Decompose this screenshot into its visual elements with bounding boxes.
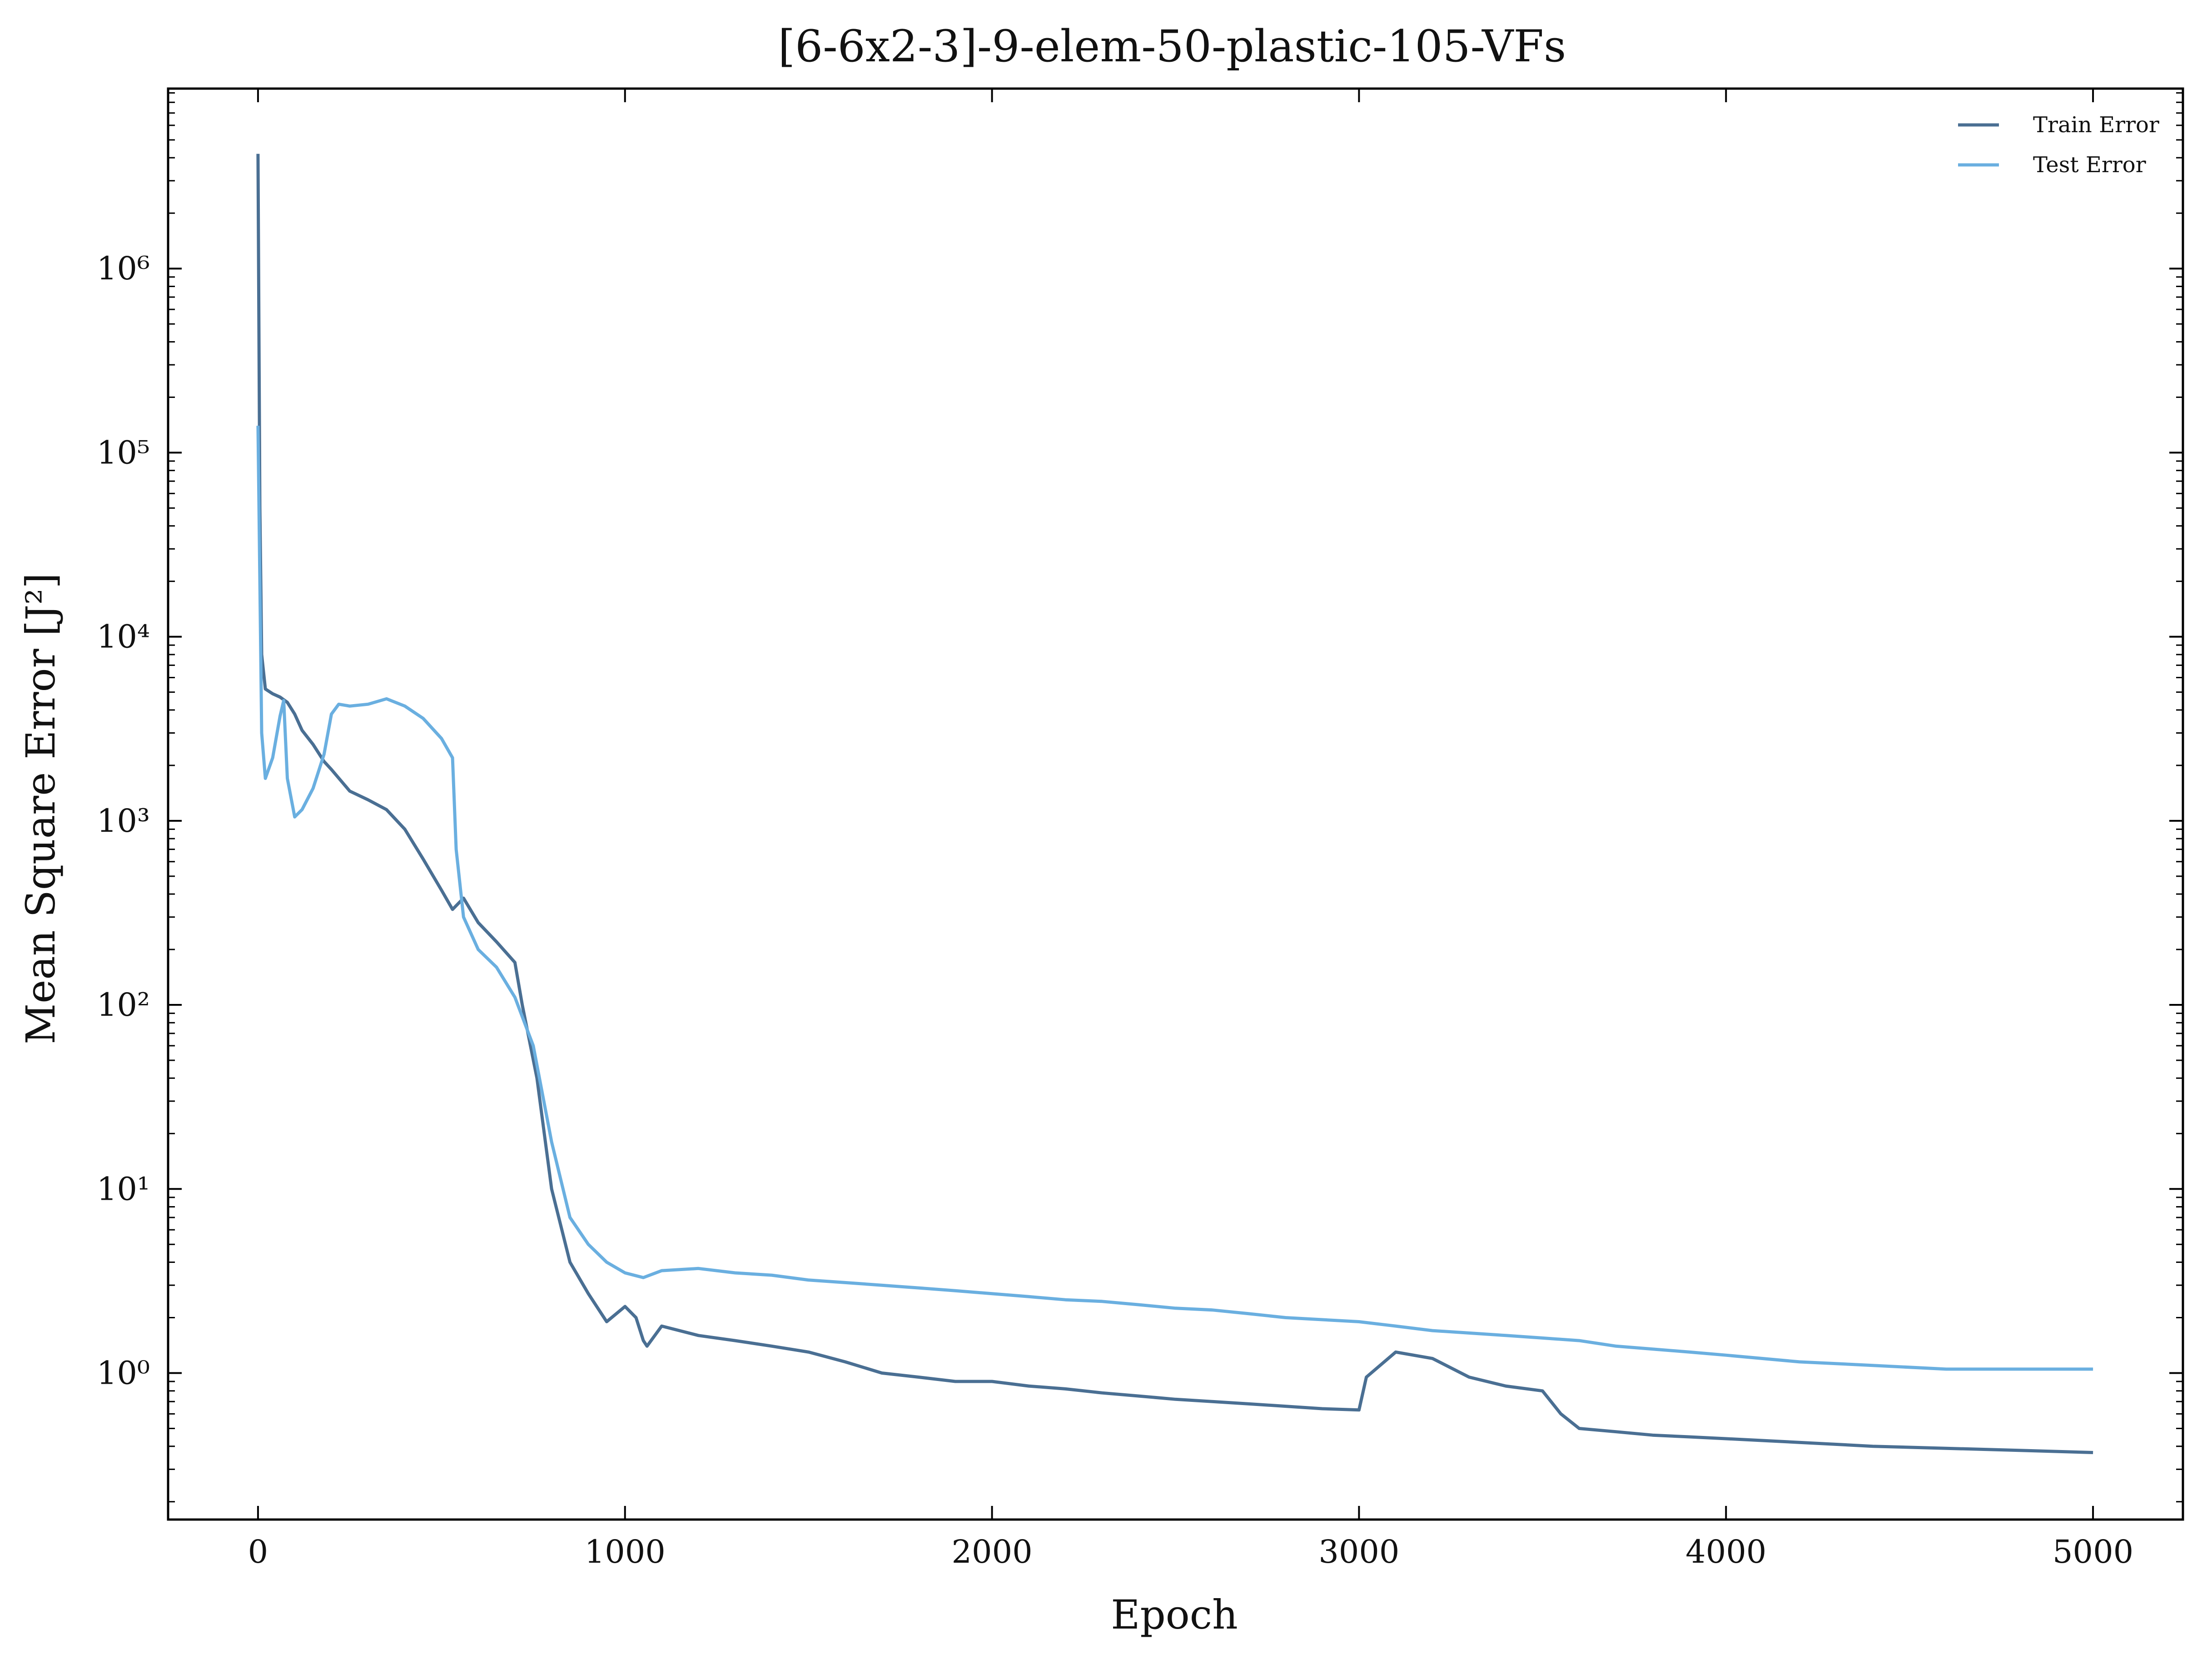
plot-series-group <box>256 154 2093 1454</box>
x-axis-label: Epoch <box>1111 1591 1238 1638</box>
x-tick-label: 0 <box>248 1533 268 1570</box>
y-tick-label: 10⁰ <box>97 1354 150 1391</box>
series-line-train-error <box>256 154 2093 1454</box>
x-tick-label: 2000 <box>952 1533 1033 1570</box>
x-tick-label: 4000 <box>1685 1533 1766 1570</box>
x-axis-ticks: 0 1000 2000 3000 4000 5000 <box>248 89 2133 1570</box>
legend-label: Train Error <box>2033 112 2159 138</box>
y-axis-ticks: 10⁰ 10¹ 10² 10³ 10⁴ 10⁵ 10⁶ <box>97 92 2183 1503</box>
y-tick-label: 10¹ <box>97 1170 150 1207</box>
y-tick-label: 10⁶ <box>97 250 150 287</box>
x-tick-label: 3000 <box>1318 1533 1399 1570</box>
chart-legend: Train Error Test Error <box>1958 112 2159 178</box>
x-tick-label: 5000 <box>2053 1533 2133 1570</box>
legend-label: Test Error <box>2033 152 2146 178</box>
y-tick-label: 10⁴ <box>97 618 150 656</box>
y-axis-label: Mean Square Error [J²] <box>17 573 64 1044</box>
y-tick-label: 10⁵ <box>97 434 150 471</box>
series-line-test-error <box>256 426 2093 1371</box>
plot-frame <box>167 87 2184 1521</box>
y-tick-label: 10² <box>97 986 150 1023</box>
y-tick-label: 10³ <box>97 802 150 839</box>
chart-title: [6-6x2-3]-9-elem-50-plastic-105-VFs <box>778 21 1566 72</box>
x-tick-label: 1000 <box>585 1533 666 1570</box>
